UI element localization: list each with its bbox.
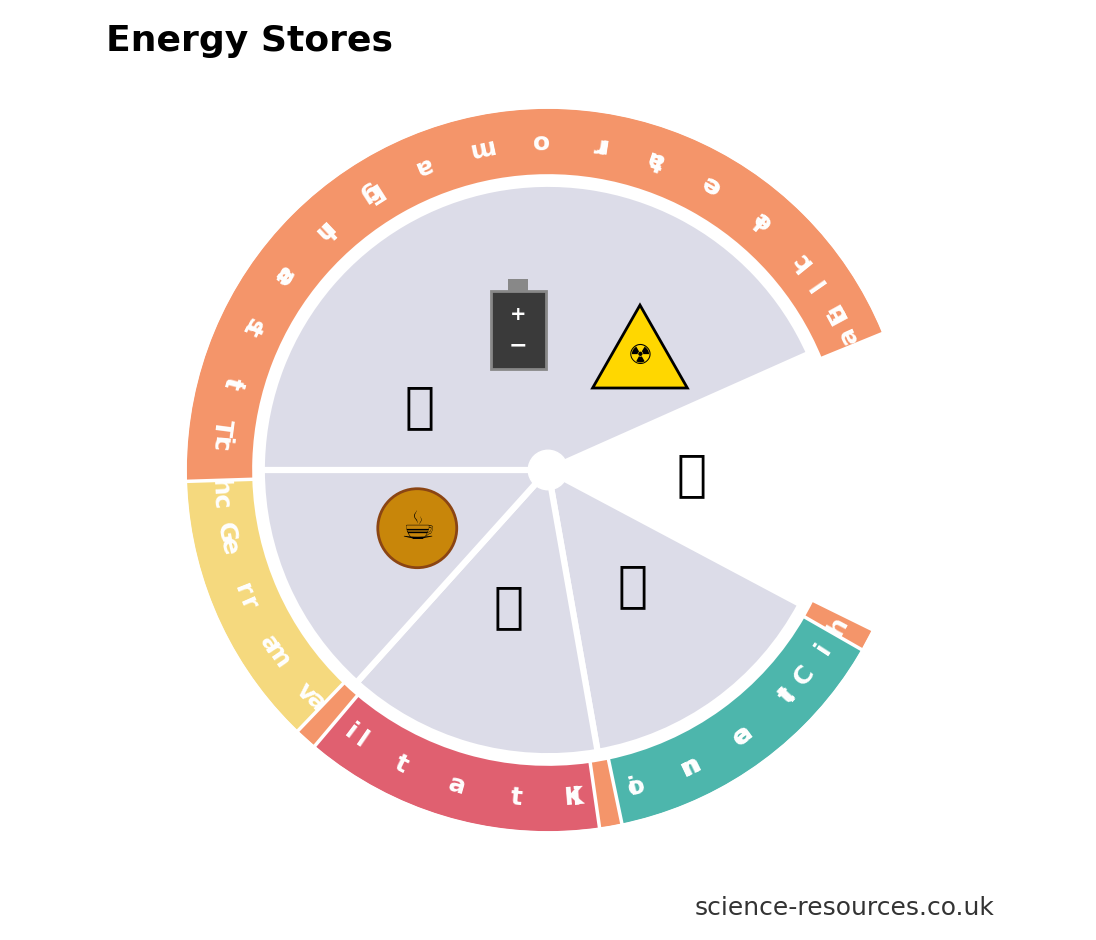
- Polygon shape: [593, 306, 687, 388]
- Text: 🪁: 🪁: [493, 584, 524, 632]
- Text: i: i: [626, 775, 640, 800]
- Text: c: c: [208, 436, 233, 452]
- Text: l: l: [777, 682, 800, 706]
- Wedge shape: [548, 193, 810, 470]
- Text: a: a: [410, 152, 435, 180]
- Text: t: t: [390, 751, 412, 777]
- Text: T: T: [209, 417, 236, 437]
- Text: t: t: [218, 373, 244, 391]
- Text: t: t: [510, 785, 524, 809]
- Text: science-resources.co.uk: science-resources.co.uk: [694, 896, 994, 920]
- Text: E: E: [357, 179, 385, 208]
- Text: n: n: [678, 751, 706, 780]
- Text: o: o: [625, 773, 648, 801]
- Text: a: a: [446, 772, 469, 800]
- Text: K: K: [563, 785, 584, 810]
- Text: c: c: [700, 171, 724, 199]
- Wedge shape: [313, 695, 600, 833]
- Wedge shape: [608, 616, 864, 825]
- Text: o: o: [530, 129, 548, 153]
- Text: c: c: [788, 247, 815, 274]
- Text: i: i: [208, 436, 233, 446]
- Text: u: u: [821, 297, 850, 324]
- Text: e: e: [697, 169, 723, 198]
- Text: 🪃: 🪃: [404, 384, 434, 431]
- Text: e: e: [847, 558, 875, 582]
- Text: a: a: [730, 719, 757, 749]
- Text: h: h: [207, 478, 232, 496]
- Text: g: g: [355, 180, 383, 210]
- Text: h: h: [823, 612, 853, 639]
- Text: i: i: [571, 785, 582, 809]
- Text: +: +: [510, 305, 526, 323]
- Wedge shape: [262, 184, 810, 756]
- Text: l: l: [806, 273, 831, 293]
- Circle shape: [528, 450, 568, 490]
- Text: i: i: [218, 378, 243, 392]
- Text: v: v: [292, 678, 320, 706]
- Text: c: c: [854, 382, 881, 402]
- Text: C: C: [789, 661, 820, 690]
- Text: m: m: [465, 134, 495, 163]
- Text: Energy Stores: Energy Stores: [106, 24, 392, 58]
- Wedge shape: [356, 470, 597, 756]
- Text: t: t: [774, 683, 799, 709]
- Wedge shape: [185, 107, 884, 833]
- Text: r: r: [589, 133, 605, 158]
- Circle shape: [378, 489, 457, 568]
- Wedge shape: [185, 479, 344, 732]
- Text: a: a: [254, 631, 284, 658]
- Text: l: l: [749, 206, 770, 230]
- Text: l: l: [352, 728, 373, 753]
- Text: G: G: [212, 521, 239, 545]
- Text: t: t: [648, 147, 667, 174]
- Bar: [509, 278, 528, 290]
- Text: 🏃: 🏃: [617, 562, 647, 610]
- Text: e: e: [747, 206, 776, 235]
- Text: r: r: [235, 593, 261, 614]
- Bar: [491, 290, 546, 369]
- Wedge shape: [185, 191, 359, 461]
- Text: r: r: [229, 580, 255, 601]
- Text: ☢: ☢: [628, 342, 652, 370]
- Text: e: e: [267, 263, 297, 290]
- Text: i: i: [340, 720, 361, 744]
- Text: s: s: [239, 314, 266, 337]
- Text: n: n: [307, 217, 336, 246]
- Text: c: c: [837, 585, 866, 607]
- Text: t: t: [238, 318, 265, 339]
- Text: 🍔: 🍔: [676, 451, 706, 499]
- Text: r: r: [592, 133, 607, 158]
- Wedge shape: [333, 107, 625, 233]
- Text: i: i: [811, 639, 836, 659]
- Wedge shape: [628, 120, 875, 342]
- Text: e: e: [728, 721, 755, 750]
- Text: e: e: [215, 536, 242, 557]
- Text: l: l: [312, 218, 335, 242]
- Text: ☕: ☕: [400, 509, 435, 547]
- Text: E: E: [822, 300, 852, 326]
- Text: a: a: [643, 145, 667, 173]
- Text: −: −: [509, 336, 527, 356]
- Text: a: a: [301, 688, 330, 717]
- Wedge shape: [262, 470, 548, 682]
- Wedge shape: [372, 184, 617, 470]
- Text: l: l: [791, 252, 815, 274]
- Text: N: N: [845, 352, 875, 380]
- Text: n: n: [676, 752, 703, 781]
- Wedge shape: [548, 470, 801, 752]
- Text: m: m: [860, 497, 888, 526]
- Text: a: a: [270, 260, 298, 289]
- Wedge shape: [262, 244, 548, 470]
- Text: i: i: [864, 446, 889, 456]
- Text: a: a: [833, 322, 863, 348]
- Text: m: m: [260, 638, 295, 674]
- Text: c: c: [208, 493, 233, 510]
